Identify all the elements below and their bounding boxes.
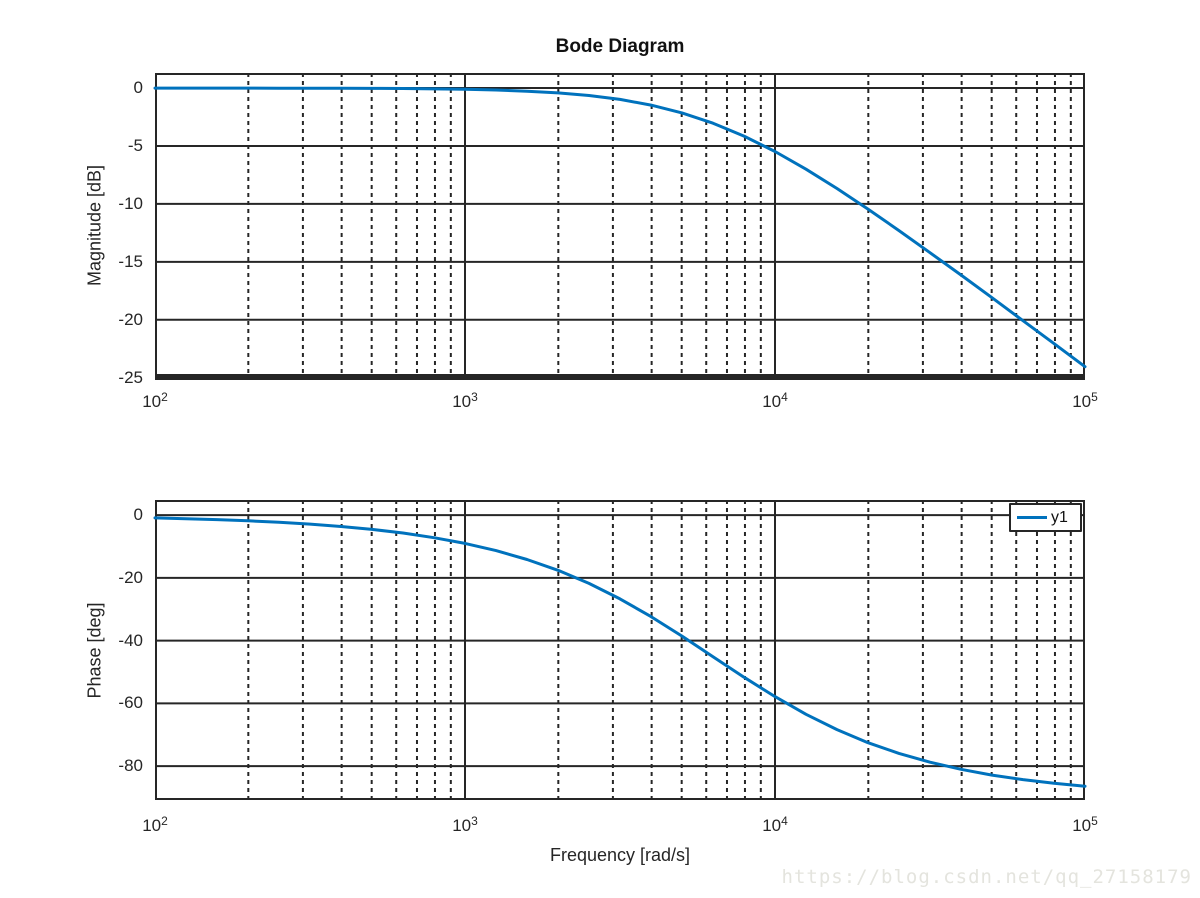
phase-y-tick-label: -40	[118, 630, 143, 650]
phase-plot	[153, 500, 1087, 800]
phase-x-tick-label: 102	[142, 814, 168, 835]
magnitude-x-tick-label: 104	[762, 390, 788, 411]
magnitude-y-tick-label: -25	[118, 367, 143, 387]
magnitude-x-tick-label: 105	[1072, 390, 1098, 411]
magnitude-y-tick-label: -15	[118, 251, 143, 271]
magnitude-y-tick-label: -10	[118, 193, 143, 213]
phase-x-tick-label: 104	[762, 814, 788, 835]
phase-y-tick-label: -60	[118, 693, 143, 713]
frequency-axis-label: Frequency [rad/s]	[549, 845, 691, 865]
grid-hlines	[155, 514, 1085, 768]
watermark-text: https://blog.csdn.net/qq_27158179	[781, 866, 1192, 888]
grid-minor-vlines	[247, 73, 1072, 380]
phase-plot-svg	[153, 500, 1087, 800]
magnitude-y-tick-label: -20	[118, 309, 143, 329]
phase-y-tick-label: 0	[133, 505, 143, 525]
grid-major-vlines	[464, 73, 776, 380]
legend-series-label: y1	[1051, 508, 1068, 526]
phase-y-tick-label: -80	[118, 756, 143, 776]
phase-curve	[153, 516, 1087, 788]
phase-x-tick-label: 103	[452, 814, 478, 835]
grid-minor-vlines	[247, 500, 1072, 800]
grid-major-vlines	[464, 500, 776, 800]
magnitude-plot	[153, 73, 1087, 380]
magnitude-curve	[153, 86, 1087, 369]
plot-border	[155, 73, 1085, 380]
phase-x-tick-label: 105	[1072, 814, 1098, 835]
legend-line-sample	[1017, 516, 1047, 519]
legend-box: y1	[1009, 503, 1082, 532]
phase-y-tick-label: -20	[118, 567, 143, 587]
magnitude-x-tick-label: 103	[452, 390, 478, 411]
plot-border	[155, 500, 1085, 800]
chart-title: Bode Diagram	[555, 36, 685, 57]
magnitude-plot-svg	[153, 73, 1087, 380]
magnitude-y-tick-label: 0	[133, 78, 143, 98]
magnitude-y-tick-label: -5	[127, 135, 143, 155]
grid-hlines	[155, 87, 1085, 379]
magnitude-x-tick-label: 102	[142, 390, 168, 411]
